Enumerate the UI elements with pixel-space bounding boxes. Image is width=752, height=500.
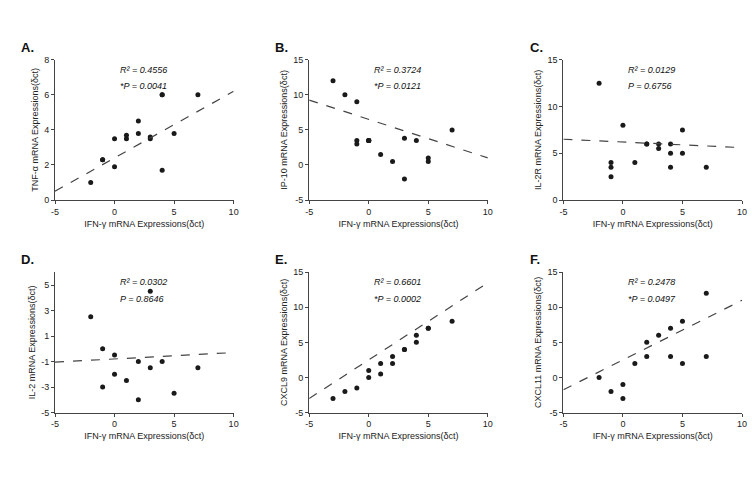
svg-text:5: 5 xyxy=(172,207,177,217)
svg-text:10: 10 xyxy=(293,90,303,100)
svg-text:5: 5 xyxy=(172,419,177,429)
svg-text:R² = 0.4556: R² = 0.4556 xyxy=(120,65,167,75)
svg-text:-3: -3 xyxy=(41,382,49,392)
svg-text:0: 0 xyxy=(112,419,117,429)
svg-text:R² = 0.0302: R² = 0.0302 xyxy=(120,277,167,287)
svg-text:*P = 0.0041: *P = 0.0041 xyxy=(120,81,167,91)
svg-text:5: 5 xyxy=(298,338,303,348)
svg-text:5: 5 xyxy=(553,338,558,348)
svg-text:F.: F. xyxy=(530,252,540,267)
svg-text:5: 5 xyxy=(680,419,685,429)
svg-text:R² = 0.6601: R² = 0.6601 xyxy=(374,277,421,287)
svg-text:R² = 0.0129: R² = 0.0129 xyxy=(628,65,675,75)
svg-text:0: 0 xyxy=(366,207,371,217)
svg-text:10: 10 xyxy=(483,207,493,217)
svg-text:IL-2 mRNA Expressions(δct): IL-2 mRNA Expressions(δct) xyxy=(27,286,37,400)
svg-text:10: 10 xyxy=(737,207,747,217)
svg-text:*P = 0.0121: *P = 0.0121 xyxy=(374,81,421,91)
svg-text:IL-2R mRNA Expressions(δct): IL-2R mRNA Expressions(δct) xyxy=(533,70,543,190)
svg-text:D.: D. xyxy=(21,252,34,267)
svg-text:4: 4 xyxy=(44,125,49,135)
svg-text:IFN-γ mRNA Expressions(δct): IFN-γ mRNA Expressions(δct) xyxy=(84,431,204,441)
svg-text:0: 0 xyxy=(620,419,625,429)
svg-text:*P = 0.0002: *P = 0.0002 xyxy=(374,294,421,304)
svg-text:0: 0 xyxy=(620,207,625,217)
svg-text:IFN-γ mRNA Expressions(δct): IFN-γ mRNA Expressions(δct) xyxy=(84,219,204,229)
svg-text:15: 15 xyxy=(548,267,558,277)
svg-text:0: 0 xyxy=(553,195,558,205)
svg-text:5: 5 xyxy=(426,419,431,429)
svg-text:P = 0.6756: P = 0.6756 xyxy=(628,81,671,91)
svg-text:IFN-γ mRNA Expressions(δct): IFN-γ mRNA Expressions(δct) xyxy=(338,431,458,441)
svg-text:R² = 0.2478: R² = 0.2478 xyxy=(628,277,675,287)
svg-text:10: 10 xyxy=(548,102,558,112)
svg-text:10: 10 xyxy=(483,419,493,429)
svg-text:0: 0 xyxy=(112,207,117,217)
svg-text:B.: B. xyxy=(275,40,288,55)
svg-text:-5: -5 xyxy=(295,408,303,418)
svg-text:-1: -1 xyxy=(41,357,49,367)
svg-text:10: 10 xyxy=(548,302,558,312)
svg-text:IFN-γ mRNA Expressions(δct): IFN-γ mRNA Expressions(δct) xyxy=(593,431,713,441)
svg-text:-5: -5 xyxy=(51,419,59,429)
svg-text:-5: -5 xyxy=(305,207,313,217)
svg-text:TNF-α mRNA Expressions(δct): TNF-α mRNA Expressions(δct) xyxy=(30,68,40,192)
svg-text:3: 3 xyxy=(44,306,49,316)
svg-text:0: 0 xyxy=(553,373,558,383)
svg-text:5: 5 xyxy=(44,280,49,290)
svg-text:0: 0 xyxy=(44,195,49,205)
svg-text:1: 1 xyxy=(44,331,49,341)
svg-text:A.: A. xyxy=(21,40,34,55)
svg-text:IFN-γ mRNA Expressions(δct): IFN-γ mRNA Expressions(δct) xyxy=(593,219,713,229)
svg-text:10: 10 xyxy=(737,419,747,429)
svg-text:0: 0 xyxy=(366,419,371,429)
svg-text:IFN-γ mRNA Expressions(δct): IFN-γ mRNA Expressions(δct) xyxy=(338,219,458,229)
svg-text:0: 0 xyxy=(298,160,303,170)
svg-text:2: 2 xyxy=(44,160,49,170)
svg-text:-5: -5 xyxy=(51,207,59,217)
svg-text:5: 5 xyxy=(680,207,685,217)
svg-text:6: 6 xyxy=(44,90,49,100)
svg-text:R² = 0.3724: R² = 0.3724 xyxy=(374,65,421,75)
svg-text:-5: -5 xyxy=(550,408,558,418)
svg-text:15: 15 xyxy=(548,55,558,65)
svg-text:CXCL9 mRNA Expressions(δct): CXCL9 mRNA Expressions(δct) xyxy=(279,279,289,406)
svg-text:-5: -5 xyxy=(41,408,49,418)
svg-text:P = 0.8646: P = 0.8646 xyxy=(120,294,163,304)
svg-text:-5: -5 xyxy=(295,195,303,205)
svg-text:IP-10 mRNA Expressions(δct): IP-10 mRNA Expressions(δct) xyxy=(279,70,289,190)
svg-text:5: 5 xyxy=(426,207,431,217)
svg-text:E.: E. xyxy=(275,252,287,267)
svg-text:8: 8 xyxy=(44,55,49,65)
svg-text:10: 10 xyxy=(229,207,239,217)
svg-text:15: 15 xyxy=(293,55,303,65)
svg-text:-5: -5 xyxy=(305,419,313,429)
svg-text:*P = 0.0497: *P = 0.0497 xyxy=(628,294,676,304)
svg-text:10: 10 xyxy=(293,302,303,312)
svg-text:5: 5 xyxy=(298,125,303,135)
svg-text:CXCL11 mRNA Expressions(δct): CXCL11 mRNA Expressions(δct) xyxy=(533,277,543,408)
svg-text:C.: C. xyxy=(530,40,543,55)
svg-text:-5: -5 xyxy=(559,419,567,429)
svg-text:15: 15 xyxy=(293,267,303,277)
svg-text:10: 10 xyxy=(229,419,239,429)
svg-text:5: 5 xyxy=(553,148,558,158)
svg-text:0: 0 xyxy=(298,373,303,383)
svg-text:-5: -5 xyxy=(559,207,567,217)
